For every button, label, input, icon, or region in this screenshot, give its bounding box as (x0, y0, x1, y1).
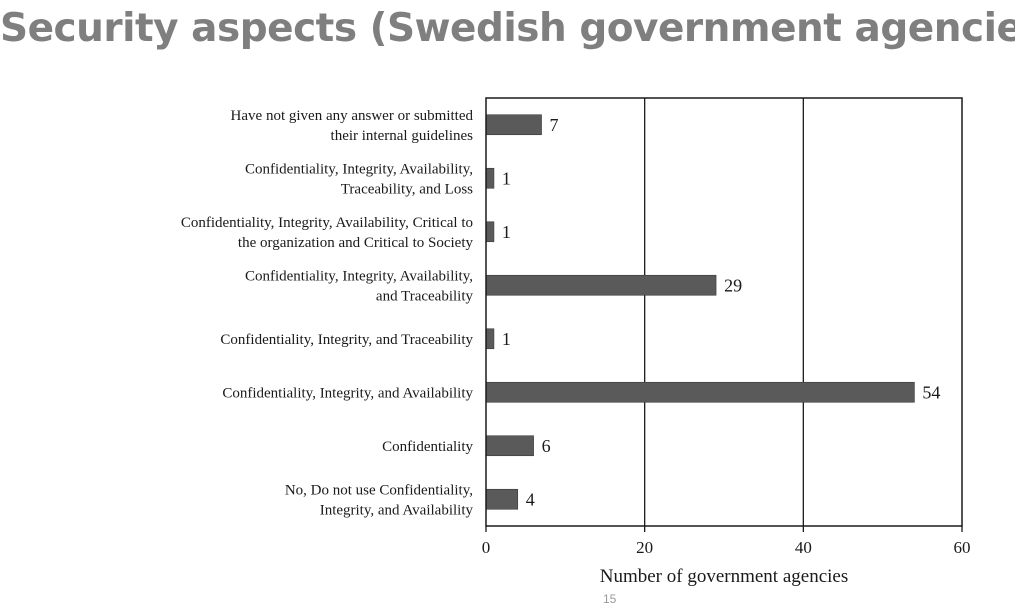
bar-value-label: 4 (526, 489, 535, 509)
bar (485, 167, 495, 189)
category-label: Have not given any answer or submitted th… (231, 108, 474, 144)
category-label: Confidentiality, Integrity, and Availabi… (222, 385, 473, 401)
bar (485, 381, 915, 403)
bar (485, 274, 717, 296)
category-label: Confidentiality (382, 439, 473, 455)
bar-value-label: 1 (502, 329, 511, 349)
labels: 0 20 40 60 7 Have not given any answer or sub… (181, 108, 971, 557)
x-tick-label: 60 (954, 538, 971, 557)
bar (485, 328, 495, 350)
category-label: Confidentiality, Integrity, Availability… (245, 268, 474, 304)
plot-frame (485, 97, 963, 532)
bar (485, 114, 542, 136)
bar-value-label: 7 (550, 115, 559, 135)
plot-border (485, 97, 963, 527)
x-tick-label: 20 (636, 538, 653, 557)
x-axis-title: Number of government agencies (600, 566, 849, 587)
bar-value-label: 1 (502, 168, 511, 188)
bar-value-label: 54 (922, 382, 940, 402)
bar-value-label: 1 (502, 222, 511, 242)
grid-lines (644, 98, 804, 526)
page-number: 15 (603, 592, 617, 606)
category-label: Confidentiality, Integrity, and Traceabi… (220, 332, 473, 348)
slide-title: Security aspects (Swedish government age… (0, 6, 1015, 51)
bars (485, 114, 915, 510)
bar-value-label: 6 (542, 436, 551, 456)
x-tick-label: 0 (482, 538, 491, 557)
bar (485, 435, 534, 457)
bar-value-label: 29 (724, 275, 742, 295)
category-label: Confidentiality, Integrity, Availability… (245, 161, 473, 197)
bar (485, 221, 495, 243)
category-label: Confidentiality, Integrity, Availability… (181, 215, 474, 251)
category-label: No, Do not use Confidentiality, Integrity… (285, 482, 474, 518)
x-tick-label: 40 (795, 538, 812, 557)
bar (485, 488, 519, 510)
